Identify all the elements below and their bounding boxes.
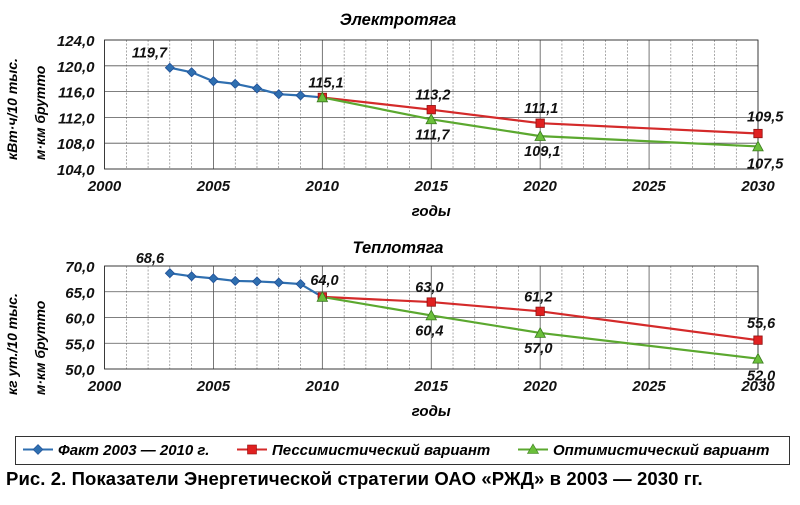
svg-text:Факт 2003 — 2010 г.: Факт 2003 — 2010 г. bbox=[58, 442, 209, 459]
svg-text:Пессимистический вариант: Пессимистический вариант bbox=[272, 442, 490, 459]
svg-text:Оптимистический вариант: Оптимистический вариант bbox=[553, 442, 769, 459]
